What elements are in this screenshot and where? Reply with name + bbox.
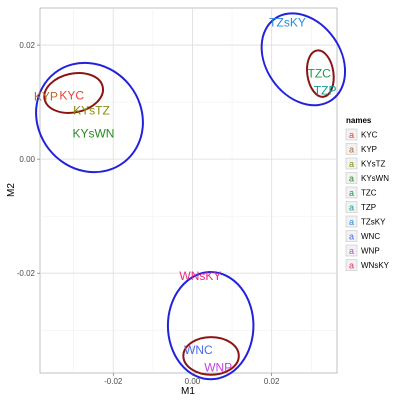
legend-key: [345, 259, 358, 271]
point-label-kyswn: KYsWN: [72, 126, 114, 140]
legend-key: [345, 128, 358, 141]
legend-key: [345, 143, 358, 155]
ellipse: [260, 12, 347, 107]
legend-label-tzc: TZC: [361, 189, 377, 198]
x-tick-label: -0.02: [104, 377, 123, 386]
legend-label-kyp: KYP: [361, 145, 377, 154]
legend-key: [345, 172, 358, 184]
legend-key-glyph: a: [349, 246, 354, 256]
x-tick-label: 0.02: [264, 377, 280, 386]
x-tick-label: 0.00: [185, 377, 201, 386]
legend-key: [345, 186, 358, 199]
legend-label-kystz: KYsTZ: [361, 160, 386, 169]
legend-label-wnp: WNP: [361, 247, 380, 256]
confidence-ellipses: [35, 12, 347, 381]
y-tick-label: 0.02: [19, 41, 35, 50]
point-label-wnsky: WNsKY: [179, 269, 221, 283]
point-label-kystz: KYsTZ: [73, 104, 110, 118]
legend-label-kyc: KYC: [361, 131, 378, 140]
ellipse: [306, 49, 335, 98]
point-label-wnp: WNP: [204, 360, 232, 374]
legend-key-glyph: a: [349, 159, 354, 169]
plot-panel: [39, 7, 338, 374]
ellipse: [182, 336, 240, 376]
legend-key: [345, 244, 358, 257]
y-tick-label: 0.00: [19, 155, 35, 164]
ellipse: [166, 271, 255, 381]
x-axis-title: M1: [181, 386, 195, 397]
legend-label-kyswn: KYsWN: [361, 174, 389, 183]
legend-key-glyph: a: [349, 217, 354, 227]
legend-label-wnc: WNC: [361, 232, 380, 241]
y-axis-title: M2: [6, 183, 17, 197]
point-label-wnc: WNC: [184, 343, 213, 357]
legend-title: names: [346, 116, 372, 125]
legend-key-glyph: a: [349, 188, 354, 198]
legend-label-tzsky: TZsKY: [361, 218, 386, 227]
legend-key: [345, 157, 358, 170]
point-label-kyc: KYC: [59, 88, 84, 102]
legend-key-glyph: a: [349, 261, 354, 271]
point-label-tzsky: TZsKY: [269, 15, 306, 29]
y-tick-label: -0.02: [17, 269, 36, 278]
point-label-tzc: TZC: [308, 67, 332, 81]
legend-key-glyph: a: [349, 145, 354, 155]
point-label-tzp: TZP: [314, 84, 337, 98]
y-axis-ticks: -0.02 0.00 0.02: [17, 41, 40, 278]
legend-label-tzp: TZP: [361, 203, 376, 212]
legend-key-glyph: a: [349, 232, 354, 242]
x-axis-ticks: -0.02 0.00 0.02: [104, 373, 280, 386]
point-label-kyp: KYP: [34, 89, 58, 103]
legend-label-wnsky: WNsKY: [361, 261, 390, 270]
legend: names a KYC a KYP a KYsTZ a KYsWN a TZC a TZP a TZsKY…: [345, 116, 390, 271]
legend-key-glyph: a: [349, 174, 354, 184]
legend-key: [345, 230, 358, 242]
legend-key-glyph: a: [349, 203, 354, 213]
ellipse: [43, 72, 104, 114]
grid: [40, 8, 337, 373]
legend-key: [345, 201, 358, 213]
legend-key-glyph: a: [349, 130, 354, 140]
ellipse: [35, 61, 144, 174]
legend-key: [345, 215, 358, 228]
